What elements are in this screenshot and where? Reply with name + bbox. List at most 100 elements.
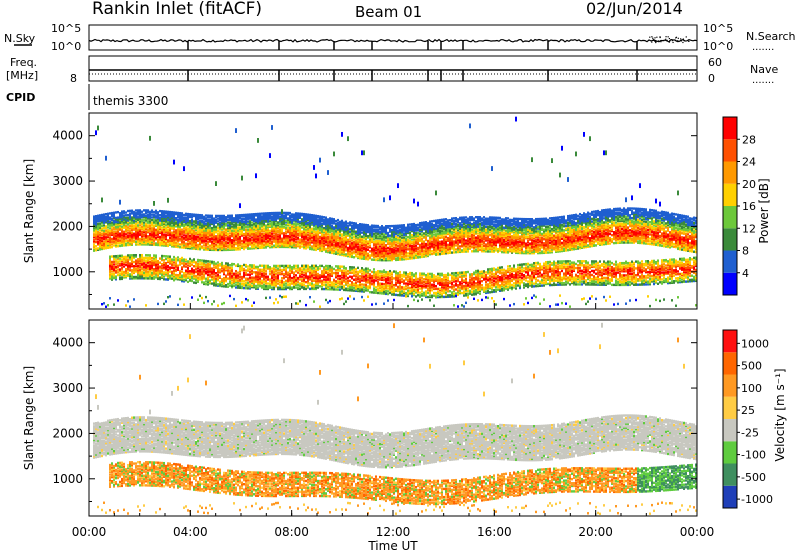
power-cell [223, 241, 225, 245]
power-cell [285, 211, 287, 215]
power-cell [155, 216, 157, 219]
power-cell [331, 239, 333, 242]
power-cell [173, 223, 175, 226]
power-cell [265, 235, 267, 238]
power-cell [131, 274, 133, 277]
power-cell [139, 273, 141, 276]
power-cell [173, 258, 175, 261]
power-cell [327, 267, 329, 270]
power-cell [255, 212, 257, 216]
power-cell [273, 229, 275, 232]
power-cell [347, 230, 349, 233]
power-cell [329, 274, 331, 277]
power-cell [155, 224, 157, 227]
power-cell [255, 277, 257, 281]
power-cell [283, 240, 285, 243]
power-cell [233, 221, 235, 224]
power-cell [359, 281, 361, 285]
power-cell [339, 277, 341, 281]
power-cell [303, 245, 305, 248]
power-cell [145, 232, 147, 235]
power-cell [279, 221, 281, 224]
power-cell [315, 221, 317, 224]
power-cell [319, 226, 321, 229]
power-cell [161, 234, 163, 237]
power-cell [169, 239, 171, 242]
power-cell [325, 279, 327, 283]
power-cell [289, 244, 291, 247]
power-cell [357, 251, 359, 254]
power-cell [359, 233, 361, 237]
power-cell [301, 218, 303, 221]
power-cell [217, 236, 219, 239]
power-cell [373, 240, 375, 244]
power-cell [181, 214, 183, 218]
power-cell [273, 244, 275, 247]
power-cell [373, 255, 375, 259]
nsearch-dot [682, 38, 684, 40]
power-cell [261, 212, 263, 215]
power-cell [103, 226, 105, 230]
power-cell [107, 304, 109, 307]
power-cell [171, 221, 173, 225]
power-cell [233, 229, 235, 232]
power-cell [179, 235, 181, 238]
power-cell [147, 210, 149, 214]
power-cell [261, 242, 263, 245]
power-cell [145, 273, 147, 276]
power-cell [349, 295, 351, 298]
power-cell [149, 263, 151, 267]
power-cell [291, 280, 293, 284]
power-cell [169, 214, 171, 218]
power-cell [153, 243, 155, 246]
power-cell [347, 249, 349, 252]
power-cell [127, 223, 129, 226]
power-cell [369, 286, 371, 290]
power-cell [161, 210, 163, 213]
power-cell [255, 227, 257, 231]
power-cell [279, 234, 281, 238]
power-cell [347, 253, 349, 256]
power-cell [137, 232, 139, 235]
power-cell [285, 282, 287, 285]
power-cell [241, 218, 243, 221]
power-cell [311, 270, 313, 273]
power-cell [247, 299, 249, 302]
power-cell [271, 283, 273, 287]
power-cell [179, 263, 181, 266]
power-cell [117, 230, 119, 233]
power-cell [175, 237, 177, 240]
power-cell [373, 275, 375, 278]
power-cell [107, 235, 109, 239]
power-cell [311, 284, 313, 288]
power-cell [155, 210, 157, 214]
power-cell [257, 241, 259, 244]
power-cell [343, 275, 345, 278]
power-cell [227, 236, 229, 239]
power-cell [183, 276, 185, 279]
power-cell [229, 284, 231, 287]
power-cell [323, 231, 325, 234]
power-cell [203, 234, 205, 238]
power-cell [123, 211, 125, 214]
power-cell [337, 251, 339, 254]
power-cell [255, 234, 257, 238]
power-cell [103, 236, 105, 239]
power-cell [159, 213, 161, 217]
power-cell [225, 218, 227, 222]
power-cell [257, 214, 259, 217]
power-cell [219, 232, 221, 235]
power-cell [301, 223, 303, 227]
power-cell [235, 248, 237, 251]
power-cell [289, 217, 291, 220]
power-cell [179, 245, 181, 249]
power-cell [339, 232, 341, 236]
power-cell [325, 224, 327, 228]
power-cell [267, 266, 269, 269]
power-cell [163, 275, 165, 278]
power-cell [203, 244, 205, 247]
power-cell [131, 259, 133, 262]
power-cell [161, 219, 163, 223]
power-cell [101, 220, 103, 223]
power-cell [131, 212, 133, 215]
